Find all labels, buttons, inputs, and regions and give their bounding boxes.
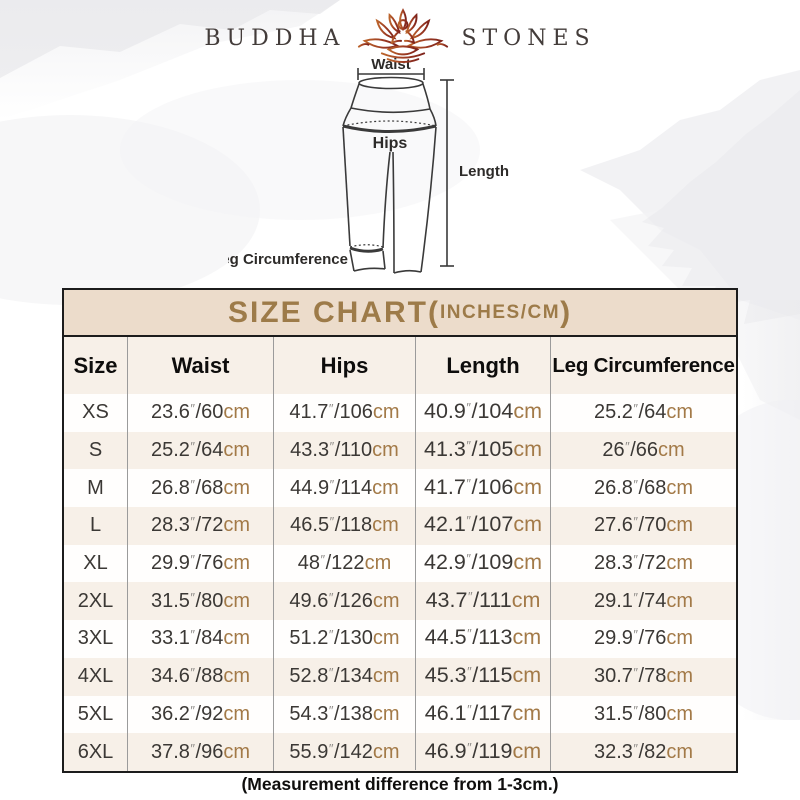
length-measurement-cell: 46.1 ″/117 cm [415,694,550,733]
length-measurement-cell: 43.7 ″/111 cm [415,581,550,620]
waist-measurement-cell: 23.6 ″/60 cm [127,394,273,432]
waist-measurement-cell: 34.6 ″/88 cm [127,657,273,696]
table-row: 6XL 37.8 ″/96 cm 55.9 ″/142 cm 46.9 ″/119 cm 32.3 ″… [64,732,736,771]
leg-measurement-cell: 30.7 ″/78 cm [550,657,736,696]
brand-name-left: BUDDHA [204,25,346,51]
length-measurement-cell: 46.9 ″/119 cm [415,732,550,770]
leg-measurement-cell: 27.6 ″/70 cm [550,507,736,545]
mist-wash-center [120,80,480,220]
waist-measurement-cell: 36.2 ″/92 cm [127,695,273,734]
table-header-row: Size Waist Hips Length Leg Circumference [64,337,736,394]
hips-measurement-cell: 46.5 ″/118 cm [273,507,415,545]
size-cell: XS [82,401,109,424]
column-header-hips: Hips [273,337,415,394]
size-chart-title-units: INCHES/CM [439,301,561,323]
column-header-size: Size [73,352,118,378]
size-cell: L [89,514,102,537]
table-row: L 28.3 ″/72 cm 46.5 ″/118 cm 42.1 ″/107 cm 27.6 ″/7… [64,506,736,545]
length-measurement-cell: 40.9 ″/104 cm [415,393,550,431]
size-cell: M [87,476,104,499]
table-row: XS 23.6 ″/60 cm 41.7 ″/106 cm 40.9 ″/104 cm 25.2 ″ /… [64,393,736,432]
size-chart-title-main: SIZE CHART( [227,295,440,329]
size-chart-table: SIZE CHART(INCHES/CM) Size Waist Hips Lengt… [62,288,738,773]
mountain-speckle-right [642,90,800,324]
table-row: 3XL 33.1 ″/84 cm 51.2 ″/130 cm 44.5 ″/113 cm 29.9 ″… [64,619,736,658]
table-row: 2XL 31.5 ″/80 cm 49.6 ″/126 cm 43.7 ″/111 cm 29.1 ″… [64,581,736,621]
table-row: 4XL 34.6 ″/88 cm 52.8 ″/134 cm 45.3 ″/115 cm 30.7 ″… [64,656,736,696]
leg-measurement-cell: 29.9 ″/76 cm [550,620,736,658]
length-measurement-cell: 41.7 ″/106 cm [415,468,550,507]
leg-measurement-cell: 29.1 ″/74 cm [550,582,736,621]
measurement-note: (Measurement difference from 1-3cm.) [241,774,559,794]
table-body: XS 23.6 ″/60 cm 41.7 ″/106 cm 40.9 ″/104 cm 25.2 ″ /… [64,393,736,771]
hips-measurement-cell: 55.9 ″/142 cm [273,733,415,771]
length-measurement-cell: 44.5 ″/113 cm [415,619,550,657]
size-cell: 3XL [77,627,114,650]
column-header-leg-circumference: Leg Circumference [550,337,736,394]
leg-measurement-cell: 26 ″/66 cm [550,431,736,470]
lotus-meditation-icon [358,8,449,63]
table-row: XL 29.9 ″/76 cm 48 ″/122 cm 42.9 ″/109 cm 28.3 ″/72… [64,543,736,583]
table-row: M 26.8 ″/68 cm 44.9 ″/114 cm 41.7 ″/106 cm 26.8 ″/6… [64,468,736,508]
diagram-hips-label: Hips [373,135,408,152]
leg-measurement-cell: 25.2 ″/64 cm [550,394,736,432]
leg-measurement-cell: 32.3 ″/82 cm [550,733,736,771]
waist-measurement-cell: 28.3 ″/72 cm [127,507,273,545]
size-cell: S [88,439,103,462]
mountain-wash-top-left [0,0,340,120]
column-header-length: Length [415,337,550,394]
diagram-length-label: Length [459,163,509,180]
leg-measurement-cell: 31.5 ″/80 cm [550,695,736,734]
length-measurement-cell: 42.9 ″/109 cm [415,543,550,582]
length-measurement-cell: 41.3 ″/105 cm [415,430,550,469]
waist-measurement-cell: 29.9 ″/76 cm [127,544,273,583]
size-chart-title-close: ) [560,295,573,329]
waist-measurement-cell: 33.1 ″/84 cm [127,620,273,658]
length-measurement-cell: 42.1 ″/107 cm [415,506,550,544]
brand-header: BUDDHA [0,6,800,70]
size-cell: 6XL [77,740,114,763]
size-cell: 4XL [77,665,114,688]
leg-measurement-cell: 28.3 ″/72 cm [550,544,736,583]
waist-measurement-cell: 25.2 ″/64 cm [127,431,273,470]
pants-measurement-diagram: Waist Hips Length Leg Circumference [228,56,509,274]
diagram-waist-label: Waist [371,56,410,73]
diagram-leg-circumference-label: Leg Circumference [228,251,348,268]
hips-measurement-cell: 49.6 ″/126 cm [273,582,415,621]
size-cell: XL [83,552,108,575]
size-chart-title: SIZE CHART(INCHES/CM) [64,290,736,337]
table-row: 5XL 36.2 ″/92 cm 54.3 ″/138 cm 46.1 ″/117 cm 31.5 ″… [64,694,736,734]
waist-measurement-cell: 31.5 ″/80 cm [127,582,273,621]
column-header-waist: Waist [127,337,273,394]
hips-measurement-cell: 44.9 ″/114 cm [273,469,415,508]
length-measurement-cell: 45.3 ″/115 cm [415,656,550,695]
hips-measurement-cell: 41.7 ″/106 cm [273,394,415,432]
table-row: S 25.2 ″/64 cm 43.3 ″/110 cm 41.3 ″/105 cm 26 ″/66 c… [64,430,736,470]
size-cell: 2XL [77,589,114,612]
waist-measurement-cell: 26.8 ″/68 cm [127,469,273,508]
hips-measurement-cell: 43.3 ″/110 cm [273,431,415,470]
leg-measurement-cell: 26.8 ″/68 cm [550,469,736,508]
size-cell: 5XL [77,702,114,725]
hips-measurement-cell: 48 ″/122 cm [273,544,415,583]
hips-measurement-cell: 52.8 ″/134 cm [273,657,415,696]
brand-name-right: STONES [461,25,596,51]
waist-measurement-cell: 37.8 ″/96 cm [127,733,273,771]
hips-measurement-cell: 51.2 ″/130 cm [273,620,415,658]
hips-measurement-cell: 54.3 ″/138 cm [273,695,415,734]
